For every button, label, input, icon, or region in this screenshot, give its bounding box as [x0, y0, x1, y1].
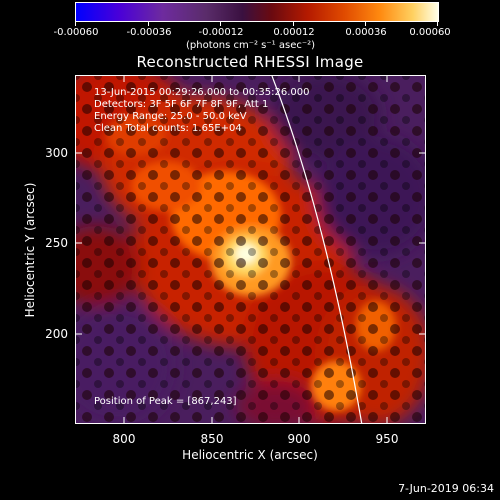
peak-position: Position of Peak = [867,243]	[94, 396, 237, 407]
info-detectors: Detectors: 3F 5F 6F 7F 8F 9F, Att 1	[94, 99, 269, 110]
info-clean: Clean Total counts: 1.65E+04	[94, 123, 242, 134]
x-tick-label: 800	[112, 432, 136, 446]
intensity-map	[76, 76, 425, 423]
x-axis-label: Heliocentric X (arcsec)	[182, 448, 318, 462]
colorbar-label: 0.00060	[409, 27, 451, 38]
info-time: 13-Jun-2015 00:29:26.000 to 00:35:26.000	[94, 87, 310, 98]
colorbar-label: -0.00012	[198, 27, 244, 38]
x-tick-label: 900	[287, 432, 311, 446]
rhessi-image: 13-Jun-2015 00:29:26.000 to 00:35:26.000…	[75, 75, 426, 424]
colorbar-label: 0.00012	[273, 27, 315, 38]
y-tick-label: 300	[45, 146, 68, 160]
colorbar-label: 0.00036	[345, 27, 387, 38]
colorbar-label: -0.00060	[53, 27, 99, 38]
image-title: Reconstructed RHESSI Image	[136, 53, 364, 71]
timestamp: 7-Jun-2019 06:34	[398, 482, 494, 495]
y-tick-label: 250	[45, 236, 68, 250]
y-tick-label: 200	[45, 327, 68, 341]
info-energy: Energy Range: 25.0 - 50.0 keV	[94, 111, 247, 122]
x-tick-label: 950	[375, 432, 399, 446]
y-axis-label: Heliocentric Y (arcsec)	[23, 182, 37, 318]
colorbar-ticks	[75, 21, 439, 27]
colorbar-label: -0.00036	[126, 27, 172, 38]
solar-limb	[271, 76, 363, 423]
colorbar-units: (photons cm⁻² s⁻¹ asec⁻²)	[186, 40, 316, 51]
x-tick-label: 850	[200, 432, 224, 446]
colorbar	[75, 2, 439, 22]
